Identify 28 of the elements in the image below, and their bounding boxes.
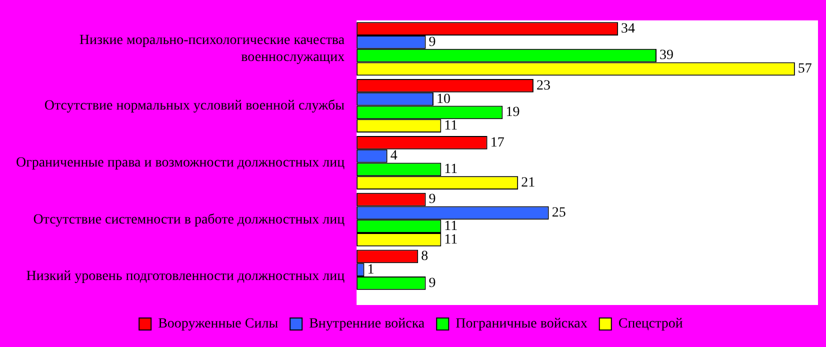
data-label: 21: [521, 175, 536, 190]
legend-label: Пограничные войсках: [456, 316, 588, 332]
y-tick-label: Низкий уровень подготовленности должностных лиц: [26, 269, 346, 284]
data-label: 9: [428, 34, 436, 50]
data-label: 17: [490, 135, 504, 150]
data-label: 9: [428, 192, 436, 208]
data-label: 11: [444, 162, 458, 178]
legend-label: Вооруженные Силы: [158, 316, 279, 332]
y-tick-label: Отсутствие нормальных условий военной службы: [44, 98, 346, 114]
data-label: 34: [621, 21, 636, 36]
legend-label: Спецстрой: [618, 316, 684, 332]
data-label: 57: [798, 62, 812, 77]
y-tick-label: Ограниченные права и возможности должностных лиц: [16, 155, 346, 170]
data-label: 10: [436, 92, 450, 107]
y-tick-label: Отсутствие системности в работе должностных лиц: [33, 212, 346, 228]
data-label: 8: [421, 249, 428, 264]
data-label: 1: [367, 262, 374, 278]
data-label: 11: [444, 232, 458, 248]
data-label: 39: [660, 48, 674, 64]
data-label: 25: [552, 206, 566, 221]
data-label: 11: [444, 218, 458, 234]
data-label: 11: [444, 118, 458, 134]
data-label: 4: [390, 148, 398, 164]
data-label: 9: [428, 276, 436, 291]
data-label: 23: [536, 78, 550, 94]
y-tick-label: Низкие морально-психологические качества военнослужащих: [79, 33, 346, 65]
data-label: 19: [506, 105, 520, 120]
legend-label: Внутренние войска: [309, 316, 426, 332]
